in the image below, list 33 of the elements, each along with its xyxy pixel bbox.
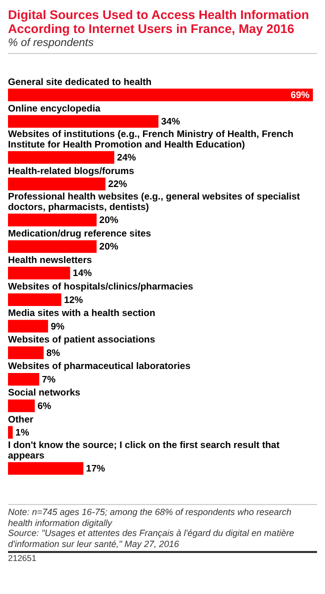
data-label: 1%	[15, 428, 30, 439]
y-tick-label: General site dedicated to health	[8, 76, 152, 88]
y-tick-label: Professional health websites (e.g., general websites of specialist doctors, pharmacists, dentists)	[8, 191, 301, 213]
y-tick-label: Websites of pharmaceutical laboratories	[8, 361, 190, 372]
y-tick-label: Media sites with a health section	[8, 308, 156, 320]
y-tick-label: Health newsletters	[8, 254, 92, 266]
y-tick-label: Websites of hospitals/clinics/pharmacies	[8, 282, 194, 293]
chart-title: Digital Sources Used to Access Health Information According to Internet Users in France, May 2016	[8, 8, 310, 36]
y-tick-label: Health-related blogs/forums	[8, 166, 134, 177]
data-label: 8%	[46, 348, 61, 359]
data-label: 9%	[50, 321, 66, 332]
data-label: 12%	[64, 294, 84, 306]
y-tick-label: Websites of patient associations	[8, 334, 156, 346]
y-tick-label: Social networks	[8, 388, 80, 399]
data-label: 20%	[99, 215, 119, 226]
y-tick-label: Websites of institutions (e.g., French Ministry of Health, French Institute for Health Promotion and Health Education)	[8, 128, 294, 150]
text: Note: n=745 ages 16-75; among the 68% of respondents who research health information digitally	[8, 507, 292, 528]
y-tick-label: Online encyclopedia	[8, 103, 102, 114]
y-tick-label: Other	[8, 414, 34, 426]
data-label: 69%	[290, 90, 310, 102]
y-tick-label: I don't know the source; I click on the first search result that appears	[8, 440, 280, 462]
data-label: 34%	[161, 116, 181, 128]
data-label: 22%	[108, 179, 128, 190]
chart-subtitle: % of respondents	[8, 36, 95, 51]
text: 212651	[8, 553, 38, 563]
data-label: 6%	[37, 400, 52, 412]
data-label: 14%	[72, 268, 92, 280]
source-note: Source: "Usages et attentes des Français à l'égard du digital en matière d'information sur leur santé," May 27, 2016	[8, 528, 296, 549]
data-label: 24%	[116, 152, 137, 164]
data-label: 17%	[86, 464, 106, 475]
data-label: 20%	[99, 242, 119, 253]
data-label: 7%	[42, 374, 56, 386]
y-tick-label: Medication/drug reference sites	[8, 228, 152, 240]
